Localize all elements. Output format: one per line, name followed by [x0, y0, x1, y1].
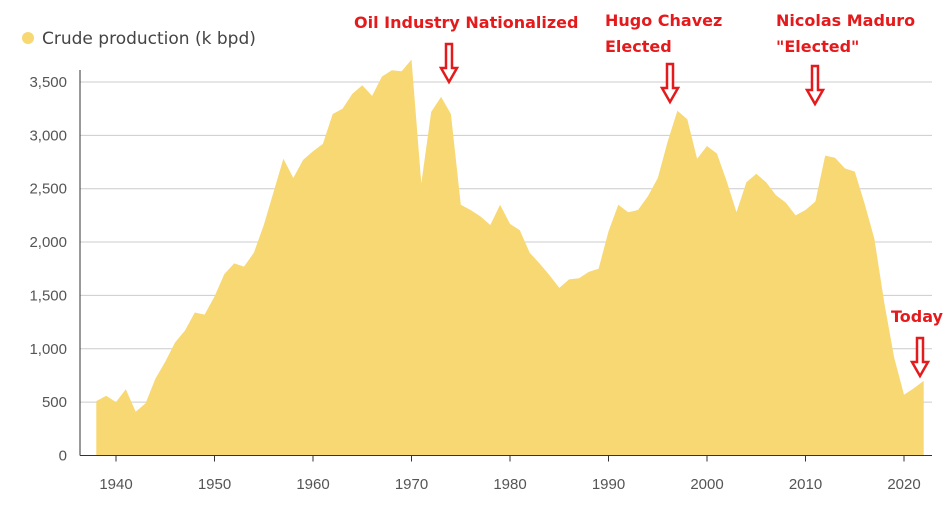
arrow-nationalized-icon: [438, 42, 460, 85]
arrow-maduro-icon: [804, 64, 826, 107]
annotation-nationalized: Oil Industry Nationalized: [354, 13, 578, 32]
annotation-maduro-line2: "Elected": [776, 37, 859, 56]
x-tick-label: 2020: [887, 476, 920, 493]
arrow-today-icon: [909, 336, 931, 379]
x-tick-label: 1980: [493, 476, 526, 493]
x-tick-label: 2010: [789, 476, 822, 493]
y-tick-label: 1,500: [29, 287, 67, 304]
annotation-chavez-line1: Hugo Chavez: [605, 11, 722, 30]
y-tick-label: 2,000: [29, 234, 67, 251]
x-tick-label: 1970: [395, 476, 428, 493]
annotation-maduro-line1: Nicolas Maduro: [776, 11, 915, 30]
y-tick-label: 3,500: [29, 74, 67, 91]
area-series-crude-production: [96, 59, 924, 456]
y-tick-label: 2,500: [29, 181, 67, 198]
x-tick-label: 1990: [592, 476, 625, 493]
y-tick-label: 500: [42, 394, 67, 411]
y-tick-label: 1,000: [29, 341, 67, 358]
x-tick-label: 1940: [99, 476, 132, 493]
x-tick-label: 2000: [690, 476, 723, 493]
arrow-chavez-icon: [659, 62, 681, 105]
axes: [79, 70, 932, 462]
x-tick-label: 1950: [198, 476, 231, 493]
legend: Crude production (k bpd): [22, 29, 256, 49]
annotation-chavez-line2: Elected: [605, 37, 672, 56]
legend-label: Crude production (k bpd): [42, 29, 256, 49]
annotations: Oil Industry Nationalized Hugo Chavez El…: [354, 11, 944, 379]
annotation-today: Today: [891, 307, 944, 326]
y-tick-labels: 0 500 1,000 1,500 2,000 2,500 3,000 3,500: [29, 74, 67, 465]
x-tick-labels: 1940 1950 1960 1970 1980 1990 2000 2010 2020: [99, 476, 920, 493]
y-tick-label: 3,000: [29, 127, 67, 144]
legend-swatch: [22, 32, 34, 44]
x-tick-label: 1960: [296, 476, 329, 493]
y-tick-label: 0: [59, 448, 67, 465]
area-layer: [96, 59, 924, 456]
